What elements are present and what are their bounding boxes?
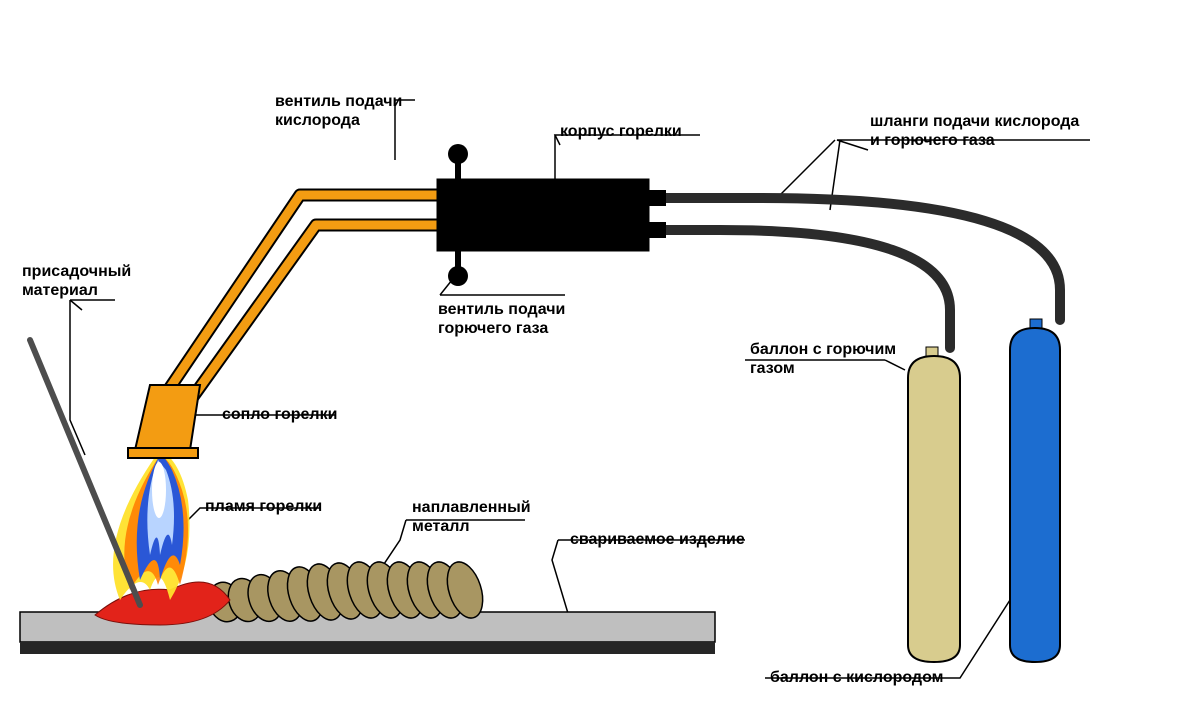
label-oxygen-cylinder: баллон с кислородом: [770, 668, 943, 687]
oxygen-cylinder: [1010, 319, 1060, 662]
label-fuel-valve: вентиль подачигорючего газа: [438, 300, 565, 338]
label-hoses: шланги подачи кислородаи горючего газа: [870, 112, 1079, 150]
weld-beads: [204, 557, 490, 625]
filler-rod: [30, 340, 140, 605]
flame: [113, 450, 189, 600]
label-flame: пламя горелки: [205, 497, 322, 516]
hoses: [650, 198, 1060, 348]
gas-welding-diagram: [0, 0, 1200, 720]
oxygen-valve: [448, 144, 468, 180]
torch-pipes: [165, 195, 438, 408]
label-deposited: наплавленныйметалл: [412, 498, 531, 536]
label-workpiece: свариваемое изделие: [570, 530, 745, 549]
nozzle: [128, 385, 200, 458]
fuel-valve: [448, 250, 468, 286]
label-fuel-cylinder: баллон с горючимгазом: [750, 340, 896, 378]
label-oxygen-valve: вентиль подачикислорода: [275, 92, 402, 130]
label-nozzle: сопло горелки: [222, 405, 337, 424]
fuel-cylinder: [908, 347, 960, 662]
torch-body: [438, 180, 666, 250]
label-filler: присадочныйматериал: [22, 262, 131, 300]
label-torch-body: корпус горелки: [560, 122, 682, 141]
